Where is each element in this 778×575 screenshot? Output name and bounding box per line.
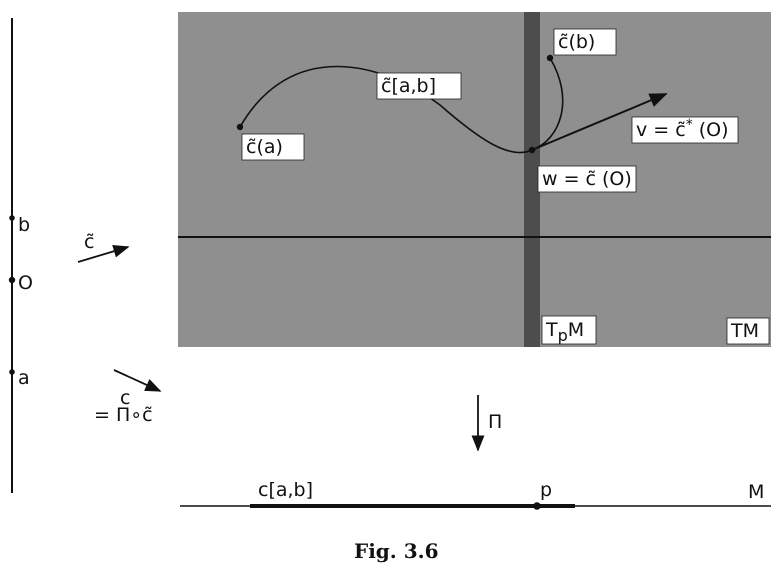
tm-label: TM	[730, 320, 759, 342]
segment-label: c[a,b]	[258, 479, 313, 501]
label-b: b	[18, 214, 30, 236]
base-manifold: c[a,b] p M	[180, 479, 771, 510]
lift-map-arrow	[77, 244, 130, 263]
curve-map-label: c	[120, 387, 130, 409]
curve-label-box	[376, 72, 462, 100]
w-label: w = c̃ (O)	[542, 168, 632, 190]
figure-caption: Fig. 3.6	[354, 539, 439, 563]
lift-map-label: c̃	[84, 231, 94, 253]
velocity-vector-arrow	[531, 93, 668, 151]
lift-map: c̃	[77, 231, 130, 263]
label-a: a	[18, 367, 30, 389]
lifted-curve-start-point	[236, 123, 244, 131]
v-label: v = c̃* (O)	[636, 117, 729, 141]
start-label: c̃(a)	[246, 136, 283, 158]
curve-map: c = Π∘c̃	[94, 369, 162, 426]
tm-label-box	[726, 317, 770, 345]
lifted-curve-end-point	[546, 54, 554, 62]
w-label-box	[537, 165, 637, 193]
curve-label: c̃[a,b]	[381, 75, 436, 97]
point-p-label: p	[540, 479, 552, 501]
point-b	[9, 215, 15, 221]
projection-map: Π	[471, 395, 502, 452]
label-o: O	[18, 272, 33, 294]
fiber-tpm-strip	[524, 12, 540, 347]
end-label-box	[553, 28, 617, 56]
fiber-label-box	[541, 315, 597, 345]
projection-label: Π	[488, 411, 502, 433]
interval-axis: b O a	[8, 18, 33, 493]
fiber-label: TpM	[545, 319, 584, 345]
point-p	[533, 502, 541, 510]
curve-map-composition: = Π∘c̃	[94, 404, 153, 426]
v-label-box	[631, 116, 739, 144]
point-o	[8, 276, 16, 284]
end-label: c̃(b)	[558, 31, 595, 53]
curve-map-arrow	[113, 369, 162, 392]
manifold-label: M	[748, 481, 764, 503]
tangent-bundle-region	[178, 12, 771, 347]
lifted-curve	[239, 57, 564, 154]
point-a	[9, 369, 15, 375]
tangent-bundle: c̃[a,b] c̃(a) c̃(b) v = c̃* (O) w = c̃ (…	[178, 12, 771, 347]
start-label-box	[241, 133, 305, 161]
